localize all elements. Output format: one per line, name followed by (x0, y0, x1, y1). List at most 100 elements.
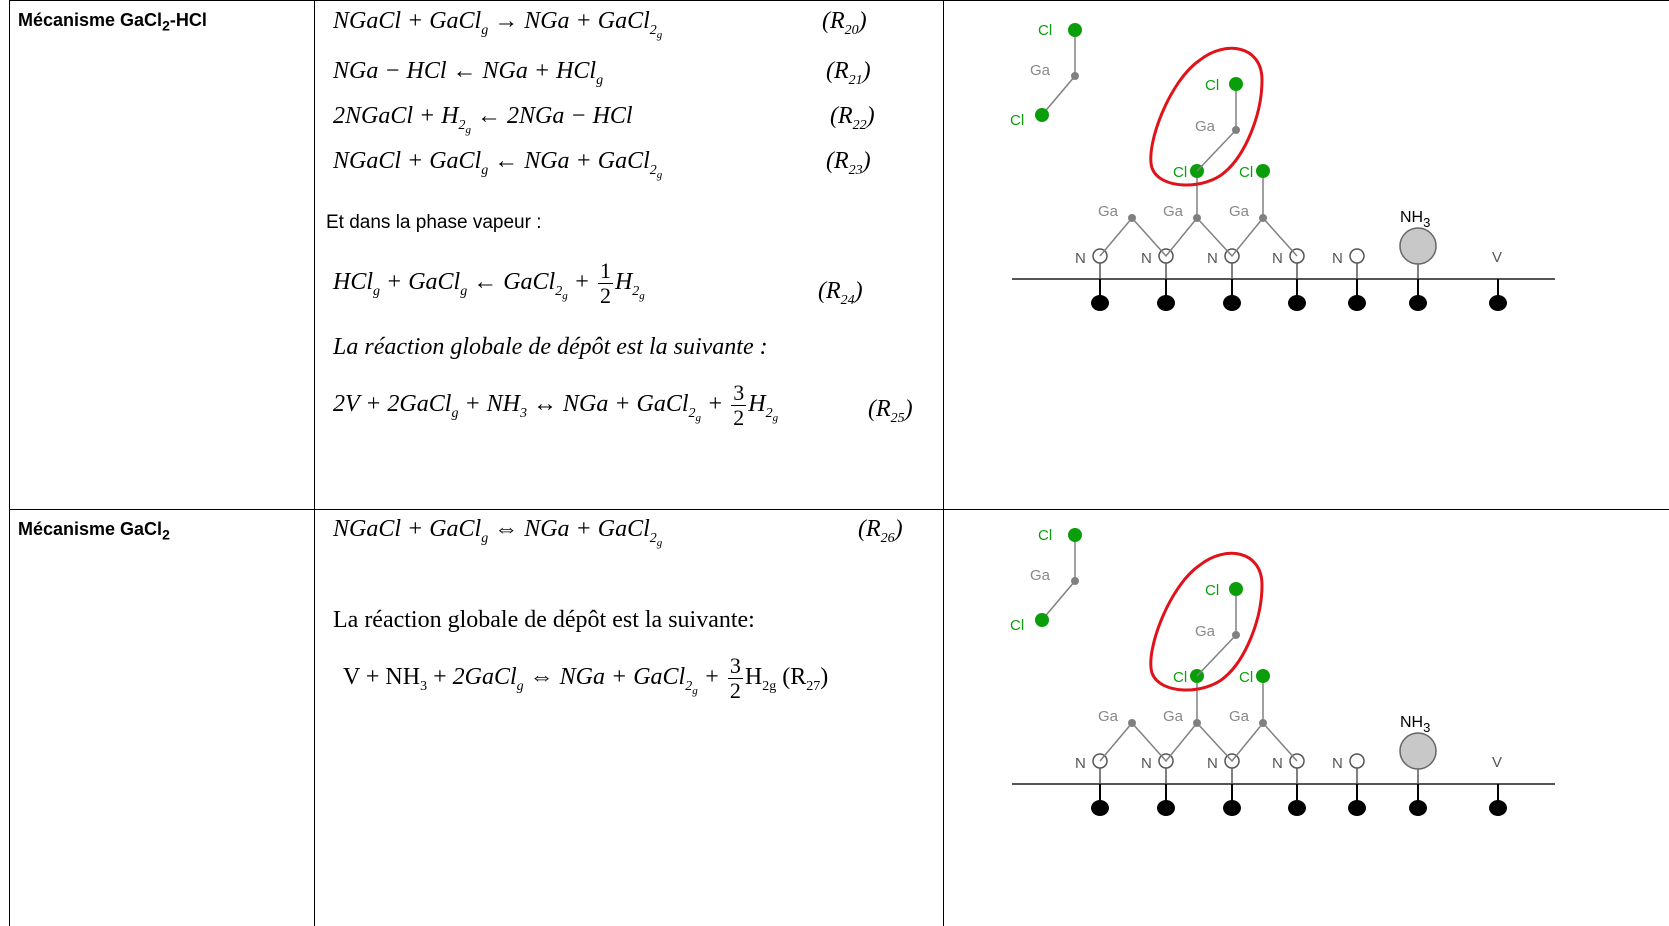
n-atom (1349, 753, 1365, 769)
ga-n-bonds (1099, 216, 1298, 258)
equation-r20: NGaCl + GaClg → NGa + GaCl2g (333, 8, 663, 41)
n-atom-label: N (1332, 755, 1343, 772)
adsorbed-cl-atom (1229, 582, 1243, 596)
vacancy-label: V (1492, 754, 1502, 771)
n-atom-label: N (1075, 755, 1086, 772)
adsorbed-bond (1196, 129, 1237, 172)
adsorbed-cl-label: Cl (1205, 582, 1219, 599)
gas-ga-atom (1071, 577, 1079, 585)
gas-bond (1041, 580, 1076, 621)
vapor-phase-text: Et dans la phase vapeur : (326, 212, 542, 233)
equation-r21-tag: (R21) (826, 58, 871, 88)
ga-atom (1128, 719, 1136, 727)
gas-cl-label: Cl (1038, 527, 1052, 544)
gas-cl-atom (1035, 108, 1049, 122)
n-atom-label: N (1332, 250, 1343, 267)
equation-r22-tag: (R22) (830, 103, 875, 133)
equation-r23: NGaCl + GaClg ← NGa + GaCl2g (333, 148, 663, 181)
row2-mechanism-label: Mécanisme GaCl2 (18, 519, 170, 543)
n-atom-label: N (1207, 755, 1218, 772)
equation-r26: NGaCl + GaClg ⇔ NGa + GaCl2g (333, 516, 663, 549)
equation-r22: 2NGaCl + H2g ← 2NGa − HCl (333, 103, 633, 136)
ga-atom (1128, 214, 1136, 222)
ga-atom-label: Ga (1229, 203, 1250, 220)
global-reaction-text-1: La réaction globale de dépôt est la suiv… (333, 334, 768, 360)
substrate-atom (1091, 800, 1109, 816)
ga-atom-label: Ga (1098, 203, 1119, 220)
gas-cl-label: Cl (1010, 112, 1024, 129)
substrate-atom (1348, 295, 1366, 311)
substrate-atom (1409, 800, 1427, 816)
n-atom-label: N (1141, 755, 1152, 772)
substrate-atom (1157, 295, 1175, 311)
ga-atom-label: Ga (1098, 708, 1119, 725)
substrate-atom (1091, 295, 1109, 311)
substrate-atom (1288, 295, 1306, 311)
cl-atom-label: Cl (1239, 669, 1253, 686)
equation-r20-tag: (R20) (822, 8, 867, 38)
adsorbed-ga-atom (1232, 631, 1240, 639)
nh3-label: NH3 (1400, 209, 1430, 230)
ga-atom-label: Ga (1163, 708, 1184, 725)
equation-r27: V + NH3 + 2GaClg ⇔ NGa + GaCl2g + 3 2 H2g … (343, 653, 829, 703)
ga-atom-label: Ga (1163, 203, 1184, 220)
substrate-atom (1489, 295, 1507, 311)
cl-atom (1256, 669, 1270, 683)
n-atom-label: N (1207, 250, 1218, 267)
gas-bond (1041, 75, 1076, 116)
adsorbed-ga-label: Ga (1195, 623, 1216, 640)
substrate-atom (1223, 800, 1241, 816)
gas-cl-atom (1068, 528, 1082, 542)
gas-ga-label: Ga (1030, 567, 1051, 584)
cl-atom-label: Cl (1173, 164, 1187, 181)
gas-ga-label: Ga (1030, 62, 1051, 79)
table-row-divider (9, 509, 1669, 510)
table-border-top (9, 0, 1669, 1)
cl-atom-label: Cl (1173, 669, 1187, 686)
row1-mechanism-label: Mécanisme GaCl2-HCl (18, 10, 207, 34)
cl-atom (1256, 164, 1270, 178)
n-atom-label: N (1141, 250, 1152, 267)
table-border-left (9, 0, 10, 926)
n-atom-label: N (1272, 250, 1283, 267)
equation-r26-tag: (R26) (858, 516, 903, 546)
substrate-atom (1489, 800, 1507, 816)
equation-r24: HClg + GaClg ← GaCl2g + 1 2 H2g (333, 258, 645, 308)
global-reaction-text-2: La réaction globale de dépôt est la suiv… (333, 607, 755, 633)
gas-cl-label: Cl (1038, 22, 1052, 39)
n-atom-label: N (1075, 250, 1086, 267)
equation-r25-tag: (R25) (868, 396, 913, 426)
nh3-label: NH3 (1400, 714, 1430, 735)
adsorbed-ga-atom (1232, 126, 1240, 134)
gas-cl-atom (1068, 23, 1082, 37)
equation-r24-tag: (R24) (818, 278, 863, 308)
adsorbed-cl-atom (1229, 77, 1243, 91)
substrate-atom (1223, 295, 1241, 311)
adsorbed-bond (1196, 634, 1237, 677)
surface-mechanism-diagram-2: N N N N N Ga Ga Ga Cl Cl Ga Cl Cl Ga Cl NH3 V (1010, 527, 1555, 816)
nh3-molecule (1399, 732, 1437, 770)
adsorbed-cl-label: Cl (1205, 77, 1219, 94)
n-atom-label: N (1272, 755, 1283, 772)
cl-atom-label: Cl (1239, 164, 1253, 181)
equation-r25: 2V + 2GaClg + NH3 ↔ NGa + GaCl2g + 3 2 H2g (333, 380, 779, 430)
substrate-atom (1157, 800, 1175, 816)
ga-atom-label: Ga (1229, 708, 1250, 725)
vacancy-label: V (1492, 249, 1502, 266)
gas-cl-label: Cl (1010, 617, 1024, 634)
table-col-divider-1 (314, 0, 315, 926)
adsorbed-ga-label: Ga (1195, 118, 1216, 135)
gas-cl-atom (1035, 613, 1049, 627)
substrate-atom (1409, 295, 1427, 311)
substrate-atom (1288, 800, 1306, 816)
highlight-circle (1149, 46, 1264, 187)
highlight-circle (1149, 551, 1264, 692)
equation-r21: NGa − HCl ← NGa + HClg (333, 58, 604, 88)
surface-mechanism-diagram-1: N N N N N Ga Ga Ga Cl Cl Ga Cl Cl Ga Cl NH3 V (1010, 22, 1555, 311)
nh3-molecule (1399, 227, 1437, 265)
table-col-divider-2 (943, 0, 944, 926)
n-atom (1349, 248, 1365, 264)
ga-n-bonds (1099, 721, 1298, 763)
substrate-atom (1348, 800, 1366, 816)
gas-ga-atom (1071, 72, 1079, 80)
